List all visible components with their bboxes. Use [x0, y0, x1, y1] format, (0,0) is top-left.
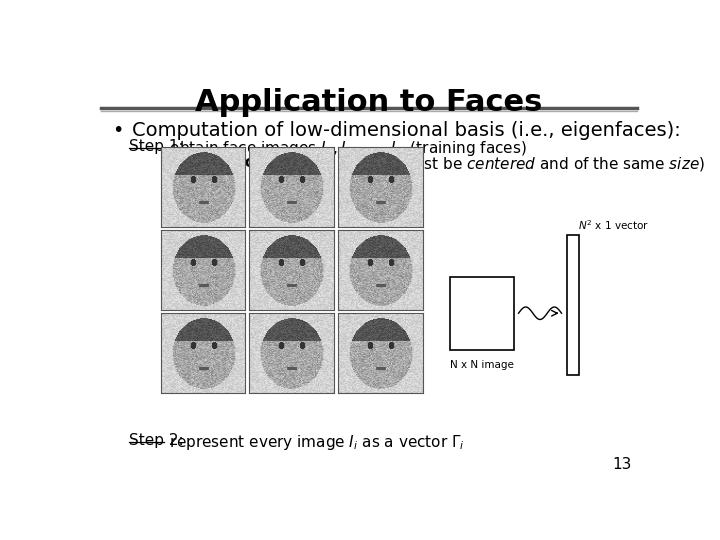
Text: Step 1:: Step 1: — [129, 139, 184, 154]
Bar — [450, 277, 514, 349]
Text: Step 2:: Step 2: — [129, 433, 184, 448]
Text: N x N image: N x N image — [450, 360, 514, 370]
Bar — [567, 235, 580, 375]
Text: the face images must be $\it{centered}$ and of the same $\it{size}$): the face images must be $\it{centered}$ … — [267, 156, 706, 174]
Text: obtain face images $I_1, I_2, ..., I_M$ (training faces): obtain face images $I_1, I_2, ..., I_M$ … — [166, 139, 527, 158]
Text: Application to Faces: Application to Faces — [195, 87, 543, 117]
Text: Computation of low-dimensional basis (i.e., eigenfaces):: Computation of low-dimensional basis (i.… — [132, 121, 680, 140]
Text: •: • — [112, 121, 124, 140]
Text: (very important:: (very important: — [163, 156, 305, 171]
Text: represent every image $I_i$ as a vector $\Gamma_i$: represent every image $I_i$ as a vector … — [166, 433, 465, 452]
Text: $N^2$ x 1 vector: $N^2$ x 1 vector — [577, 218, 649, 232]
Text: 13: 13 — [612, 457, 631, 472]
